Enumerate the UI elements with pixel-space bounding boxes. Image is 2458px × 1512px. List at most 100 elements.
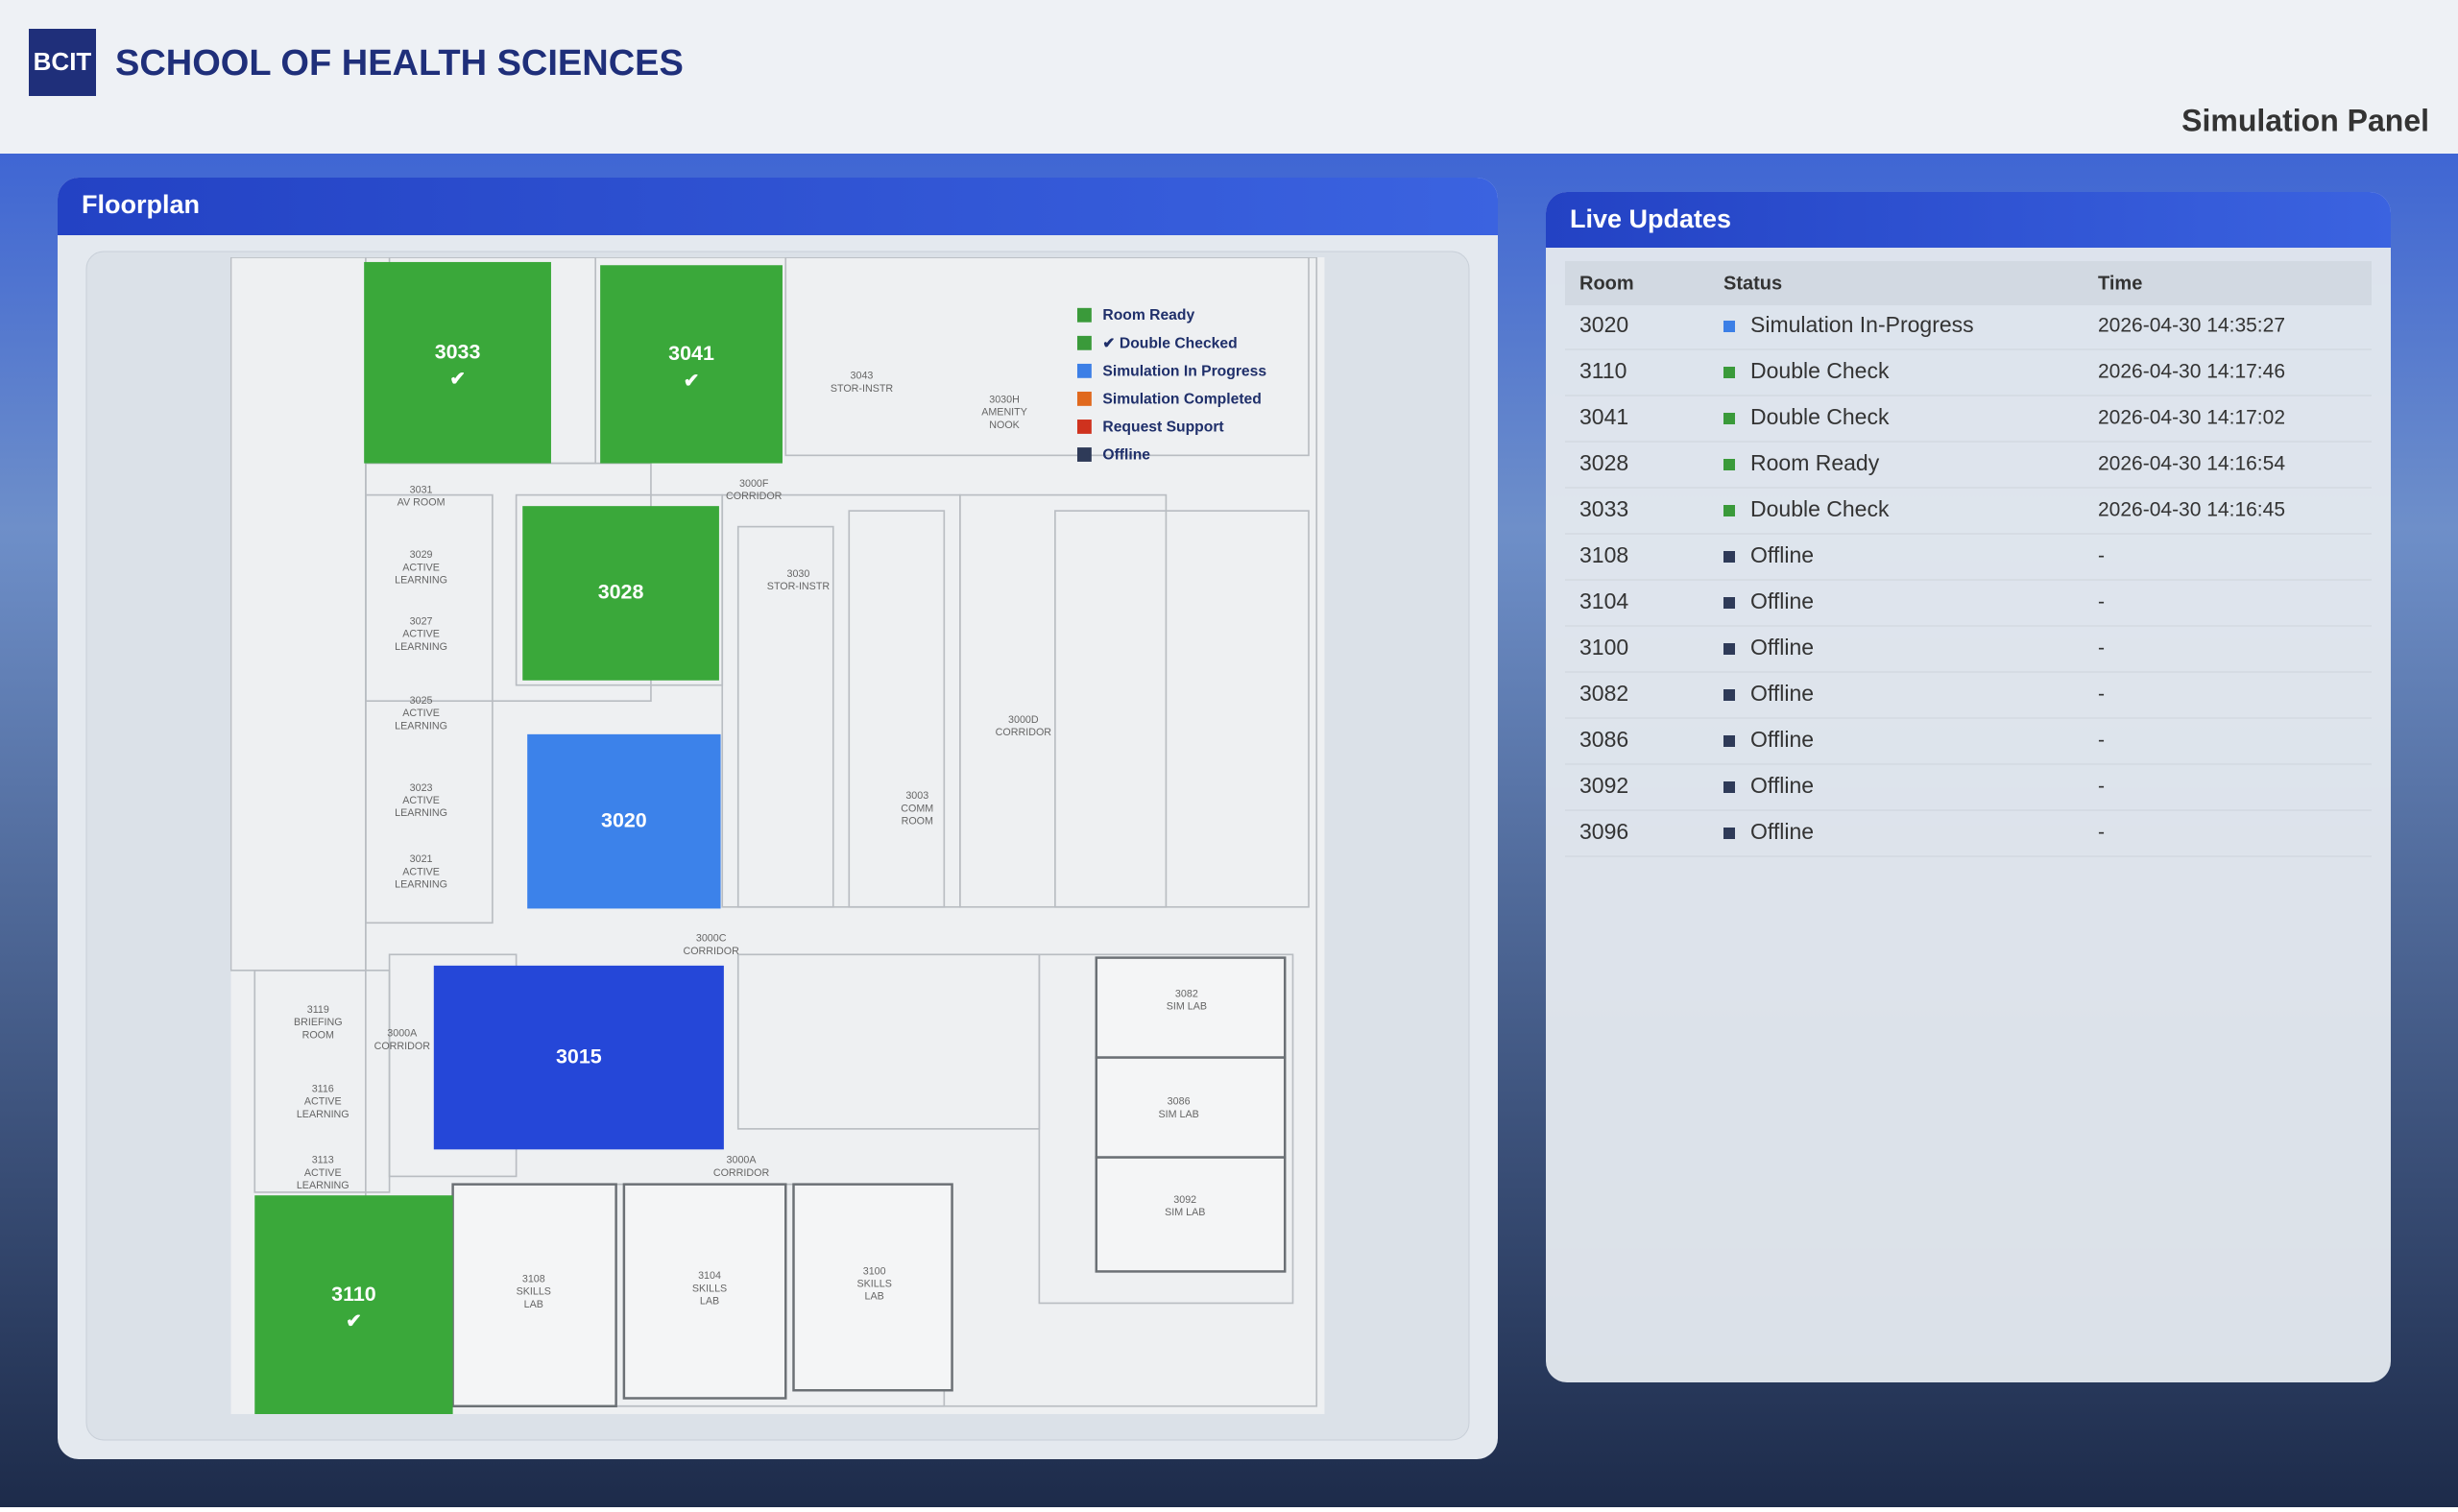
- time-cell: 2026-04-30 14:17:02: [2098, 407, 2285, 429]
- room-number: 3110: [331, 1283, 376, 1306]
- room-cell: 3028: [1579, 450, 1628, 475]
- time-cell: -: [2098, 730, 2105, 752]
- room-label: 3027: [410, 615, 433, 627]
- room-number: 3033: [435, 341, 481, 364]
- room-cell: 3108: [1579, 542, 1628, 567]
- status-cell: Offline: [1750, 635, 1814, 660]
- room-cell: 3020: [1579, 312, 1628, 337]
- status-dot: [1723, 735, 1735, 747]
- room-label: LEARNING: [395, 641, 447, 653]
- panel-title: Floorplan: [82, 190, 200, 219]
- time-cell: -: [2098, 822, 2105, 844]
- lab-room: [792, 1183, 953, 1392]
- status-dot: [1723, 321, 1735, 332]
- room-label: LEARNING: [395, 807, 447, 819]
- time-cell: 2026-04-30 14:16:54: [2098, 453, 2285, 475]
- room: [254, 1195, 453, 1414]
- room-label: SKILLS: [517, 1286, 551, 1298]
- status-cell: Offline: [1750, 819, 1814, 844]
- room-label: 3104: [698, 1270, 721, 1282]
- room: [364, 261, 551, 464]
- time-cell: 2026-04-30 14:17:46: [2098, 361, 2285, 383]
- room-label: 3021: [410, 853, 433, 865]
- room-label: 3092: [1173, 1194, 1196, 1206]
- live-panel: [1546, 192, 2391, 1382]
- column-header: Status: [1723, 273, 1782, 294]
- room-label: SIM LAB: [1167, 1001, 1207, 1013]
- room-label: STOR-INSTR: [831, 383, 894, 395]
- lab-room: [451, 1183, 617, 1407]
- room-label: ACTIVE: [304, 1096, 342, 1108]
- room-label: ACTIVE: [402, 708, 440, 719]
- legend-swatch: [1076, 447, 1092, 462]
- room-label: NOOK: [989, 420, 1020, 431]
- room-label: 3113: [312, 1155, 334, 1166]
- room-label: SIM LAB: [1158, 1109, 1198, 1120]
- room: [600, 265, 783, 464]
- status-dot: [1723, 781, 1735, 793]
- legend-swatch: [1076, 307, 1092, 323]
- room-check: ✔: [449, 369, 466, 390]
- room-number: 3015: [556, 1044, 602, 1068]
- logo-box: [29, 29, 96, 96]
- room-label: CORRIDOR: [374, 1041, 431, 1052]
- room-label: ACTIVE: [402, 866, 440, 877]
- room-label: 3116: [312, 1083, 334, 1094]
- room-label: AMENITY: [981, 407, 1027, 419]
- column-header: Room: [1579, 273, 1634, 294]
- room-label: ROOM: [302, 1029, 334, 1041]
- status-dot: [1723, 459, 1735, 470]
- room-label: 3119: [307, 1004, 329, 1016]
- page-title: SCHOOL OF HEALTH SCIENCES: [115, 43, 684, 84]
- room-cell: 3096: [1579, 819, 1628, 844]
- lab-room: [1095, 1156, 1287, 1273]
- status-dot: [1723, 689, 1735, 701]
- room-label: SKILLS: [857, 1278, 892, 1289]
- room-label: LAB: [524, 1299, 543, 1310]
- room-label: CORRIDOR: [996, 727, 1052, 738]
- room-label: 3030H: [989, 394, 1020, 405]
- room-cell: 3086: [1579, 727, 1628, 752]
- room-label: STOR-INSTR: [767, 581, 831, 592]
- status-cell: Offline: [1750, 773, 1814, 798]
- legend-swatch: [1076, 420, 1092, 434]
- room-label: CORRIDOR: [726, 491, 783, 502]
- room-cell: 3110: [1579, 358, 1627, 383]
- room-label: 3000C: [696, 933, 727, 945]
- room-label: CORRIDOR: [713, 1167, 770, 1179]
- room-cell: 3041: [1579, 404, 1628, 429]
- room-label: LEARNING: [297, 1180, 349, 1191]
- status-dot: [1723, 505, 1735, 516]
- room-label: SKILLS: [692, 1283, 727, 1294]
- room-number: 3028: [598, 581, 644, 604]
- room: [522, 506, 719, 681]
- time-cell: 2026-04-30 14:35:27: [2098, 315, 2285, 337]
- table: Room Status Time 3020 Simulation In-Progress…: [1565, 273, 2372, 857]
- status-dot: [1723, 413, 1735, 424]
- room-label: 3031: [410, 484, 433, 495]
- legend-label: ✔ Double Checked: [1102, 335, 1237, 351]
- room-label: 3000F: [739, 478, 769, 490]
- page-subtitle: Simulation Panel: [2181, 103, 2429, 137]
- room-label: LEARNING: [395, 720, 447, 732]
- room-label: 3043: [851, 371, 874, 382]
- room-cell: 3100: [1579, 635, 1628, 660]
- room-label: BRIEFING: [294, 1017, 343, 1028]
- wall: [230, 257, 367, 972]
- room-check: ✔: [346, 1310, 362, 1332]
- status-cell: Room Ready: [1750, 450, 1880, 475]
- wall: [1054, 510, 1310, 908]
- wall: [784, 257, 1310, 457]
- room-label: 3108: [522, 1274, 545, 1285]
- lab-room: [1095, 956, 1287, 1059]
- room-label: LAB: [700, 1296, 719, 1308]
- status-cell: Offline: [1750, 588, 1814, 613]
- header-bar: [0, 0, 2458, 154]
- time-cell: -: [2098, 776, 2105, 798]
- legend-label: Simulation In Progress: [1102, 363, 1266, 379]
- room-label: AV ROOM: [398, 497, 446, 509]
- room-label: ACTIVE: [402, 629, 440, 640]
- room-label: COMM: [901, 803, 933, 814]
- status-dot: [1723, 597, 1735, 609]
